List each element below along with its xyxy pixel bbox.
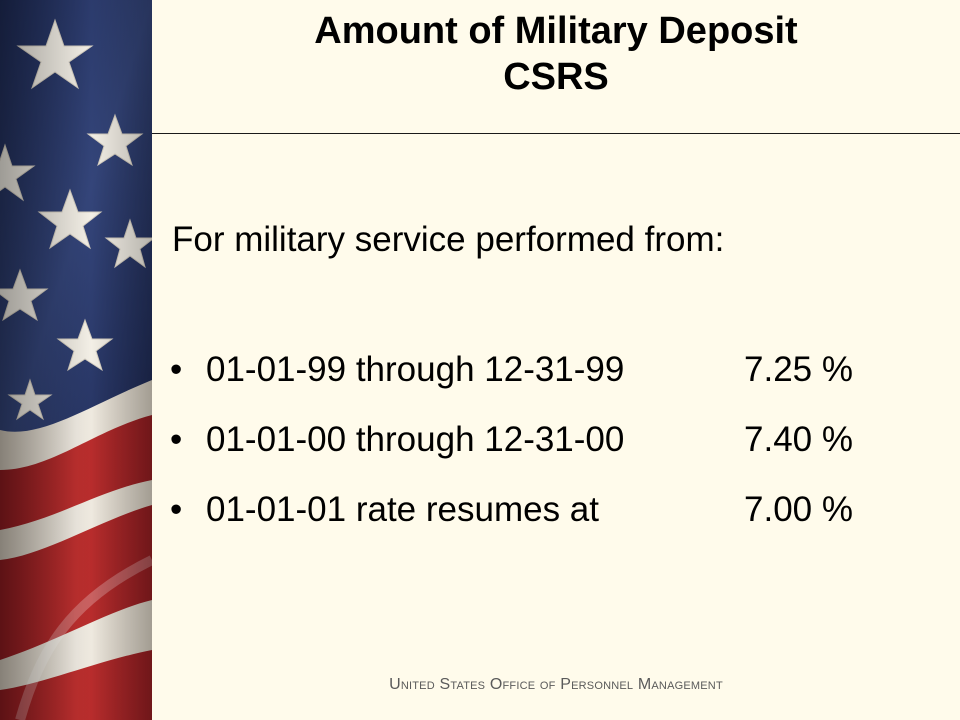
rate-period: 01-01-01 rate resumes at xyxy=(206,490,599,529)
title-line-sub: CSRS xyxy=(503,56,609,98)
rate-value: 7.40 % xyxy=(744,420,853,459)
footer-organization: United States Office of Personnel Manage… xyxy=(389,676,723,693)
bullet-icon: • xyxy=(170,490,183,529)
bullet-icon: • xyxy=(170,350,183,389)
american-flag-image xyxy=(0,0,152,720)
rate-period: 01-01-99 through 12-31-99 xyxy=(206,350,625,389)
rate-value: 7.00 % xyxy=(744,490,853,529)
title-line-main: Amount of Military Deposit xyxy=(314,10,798,52)
title-divider xyxy=(152,133,960,134)
bullet-icon: • xyxy=(170,420,183,459)
intro-text: For military service performed from: xyxy=(172,220,725,259)
slide-title: Amount of Military Deposit CSRS xyxy=(152,8,960,100)
rate-period: 01-01-00 through 12-31-00 xyxy=(206,420,625,459)
rate-value: 7.25 % xyxy=(744,350,853,389)
